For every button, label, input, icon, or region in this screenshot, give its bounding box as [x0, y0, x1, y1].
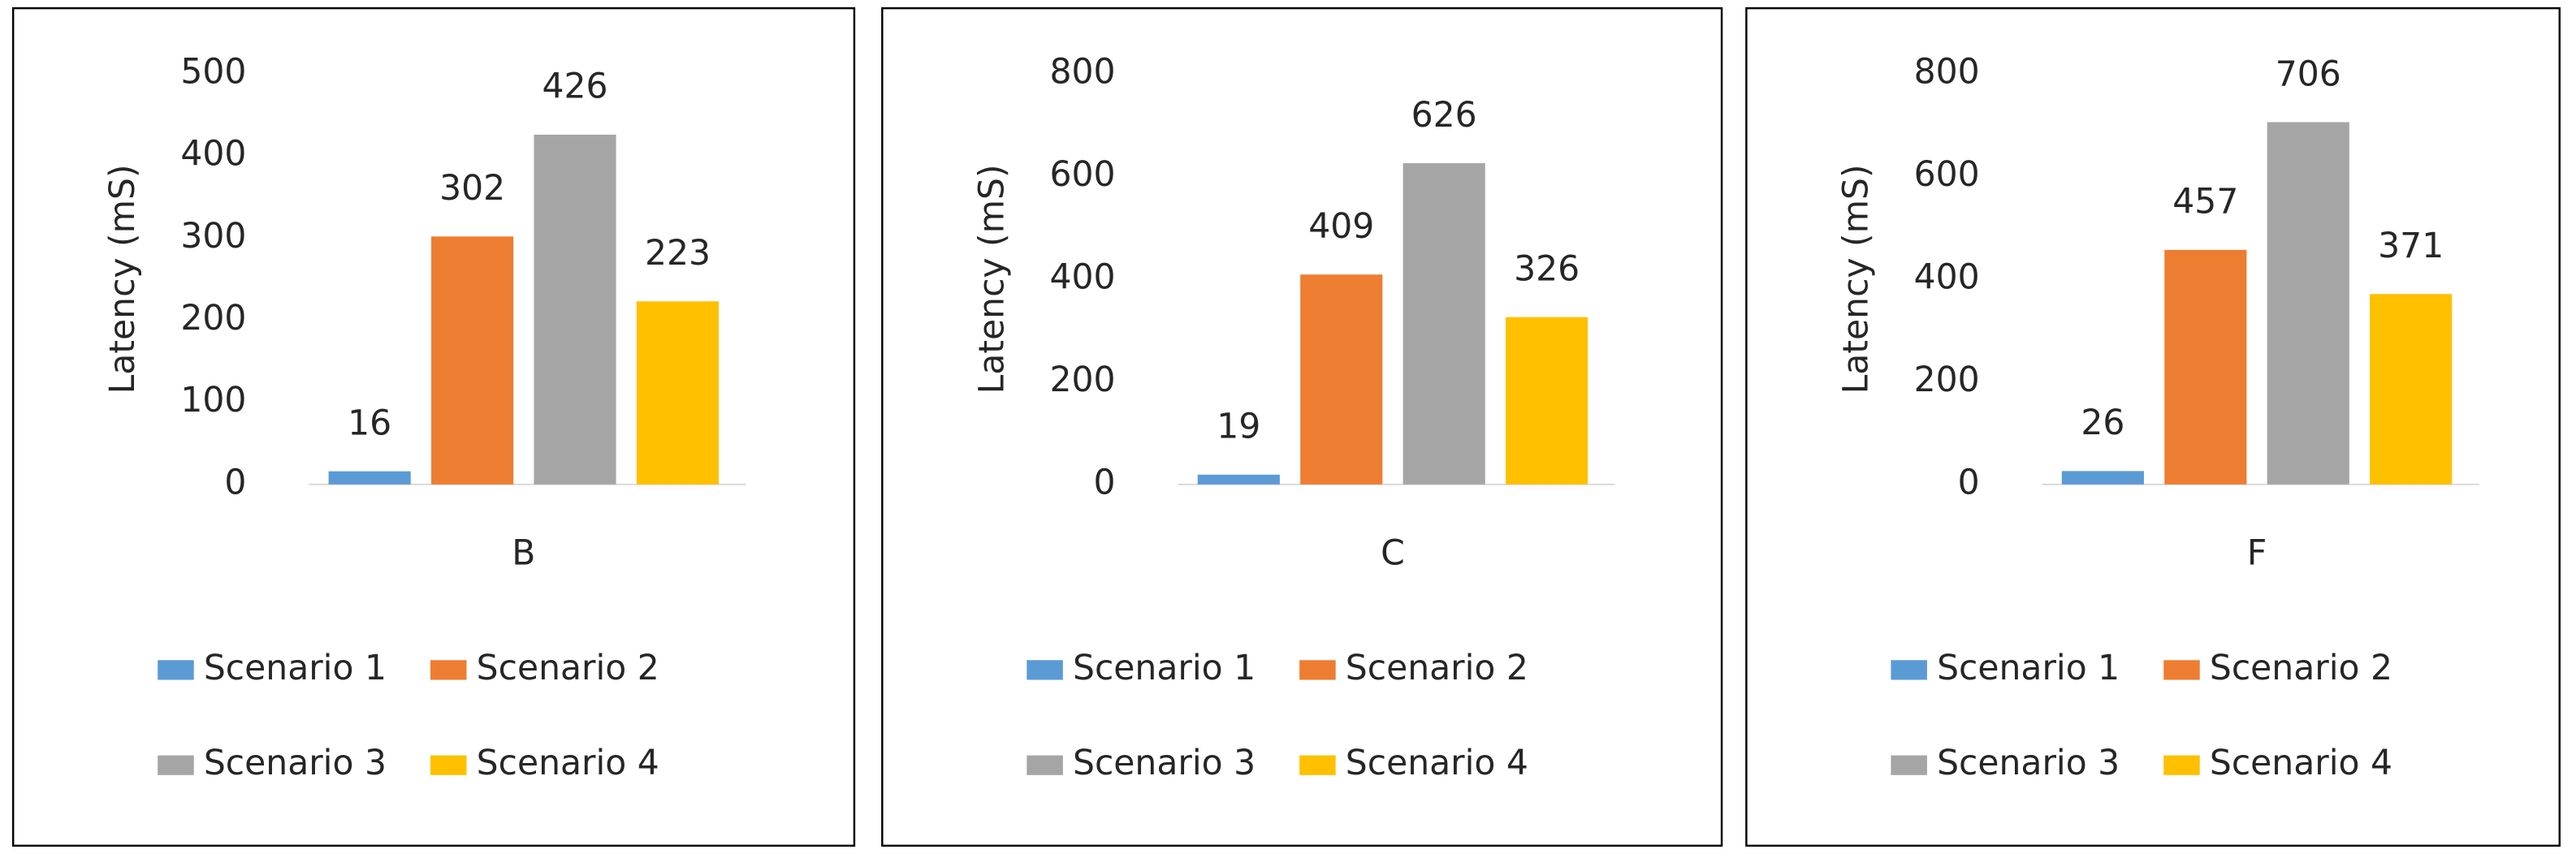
- legend-swatch: [1299, 660, 1336, 680]
- legend-swatch: [430, 755, 467, 775]
- x-tick-label: F: [2247, 533, 2267, 573]
- y-tick-label: 400: [1050, 257, 1116, 297]
- bar: [328, 471, 411, 485]
- data-label: 19: [1217, 407, 1260, 447]
- legend-label: Scenario 3: [204, 744, 387, 783]
- bar: [1506, 317, 1588, 485]
- data-label: 223: [645, 234, 711, 274]
- legend-swatch: [2163, 660, 2200, 680]
- bar: [2164, 249, 2247, 485]
- legend-label: Scenario 4: [477, 744, 659, 783]
- bar: [1197, 474, 1280, 485]
- y-tick-label: 600: [1050, 155, 1116, 195]
- legend-label: Scenario 3: [1937, 744, 2120, 783]
- y-tick-label: 100: [180, 381, 246, 420]
- legend-label: Scenario 2: [2210, 649, 2392, 688]
- y-tick-label: 500: [180, 53, 246, 93]
- chart: Latency (mS) 0 200 400 600 800 F 26 457 706 371 Sce…: [1745, 6, 2561, 847]
- y-tick-label: 0: [224, 463, 246, 502]
- legend-swatch: [158, 755, 194, 775]
- bar: [2061, 471, 2144, 485]
- legend-label: Scenario 2: [1346, 649, 1528, 688]
- y-tick-label: 0: [1094, 463, 1116, 502]
- data-label: 426: [542, 67, 608, 107]
- y-tick-label: 800: [1050, 53, 1116, 93]
- legend-swatch: [2163, 755, 2200, 775]
- y-tick-label: 200: [1914, 360, 1980, 400]
- data-label: 326: [1514, 250, 1580, 290]
- legend-swatch: [1891, 755, 1927, 775]
- bar: [2267, 122, 2349, 485]
- data-label: 26: [2081, 403, 2124, 443]
- chart: Latency (mS) 0 200 400 600 800 C 19 409 626 326 Sce…: [881, 6, 1723, 847]
- legend-label: Scenario 1: [204, 649, 387, 688]
- bar: [431, 236, 514, 485]
- legend-swatch: [1027, 660, 1063, 680]
- data-label: 409: [1308, 207, 1374, 247]
- bar: [636, 301, 720, 485]
- y-tick-label: 200: [180, 299, 246, 338]
- legend-swatch: [1299, 755, 1336, 775]
- y-tick-label: 400: [1914, 257, 1980, 297]
- legend-label: Scenario 2: [477, 649, 659, 688]
- legend-label: Scenario 1: [1073, 649, 1256, 688]
- legend-label: Scenario 4: [1346, 744, 1528, 783]
- legend-label: Scenario 3: [1073, 744, 1256, 783]
- data-label: 371: [2378, 226, 2444, 266]
- legend-swatch: [430, 660, 467, 680]
- y-tick-label: 400: [180, 135, 246, 175]
- y-tick-label: 200: [1050, 360, 1116, 400]
- x-tick-label: B: [512, 533, 535, 573]
- legend-label: Scenario 4: [2210, 744, 2392, 783]
- legend-swatch: [158, 660, 194, 680]
- y-axis-label: Latency (mS): [972, 164, 1012, 394]
- data-label: 16: [348, 403, 391, 443]
- chart: Latency (mS) 0 100 200 300 400 500 B 16 302 426 223…: [11, 6, 856, 847]
- y-tick-label: 600: [1914, 155, 1980, 195]
- data-label: 457: [2172, 183, 2238, 222]
- bar: [534, 134, 616, 485]
- data-label: 302: [439, 169, 505, 209]
- x-tick-label: C: [1381, 533, 1405, 573]
- data-label: 706: [2276, 54, 2341, 94]
- y-tick-label: 800: [1914, 53, 1980, 93]
- bar: [1300, 274, 1383, 485]
- y-tick-label: 0: [1958, 463, 1980, 502]
- y-axis-label: Latency (mS): [103, 164, 143, 394]
- legend-label: Scenario 1: [1937, 649, 2120, 688]
- y-axis-label: Latency (mS): [1836, 164, 1876, 394]
- legend-swatch: [1027, 755, 1063, 775]
- bar: [2370, 294, 2453, 485]
- y-tick-label: 300: [180, 217, 246, 257]
- legend-swatch: [1891, 660, 1927, 680]
- data-label: 626: [1411, 96, 1477, 136]
- bar: [1403, 163, 1485, 485]
